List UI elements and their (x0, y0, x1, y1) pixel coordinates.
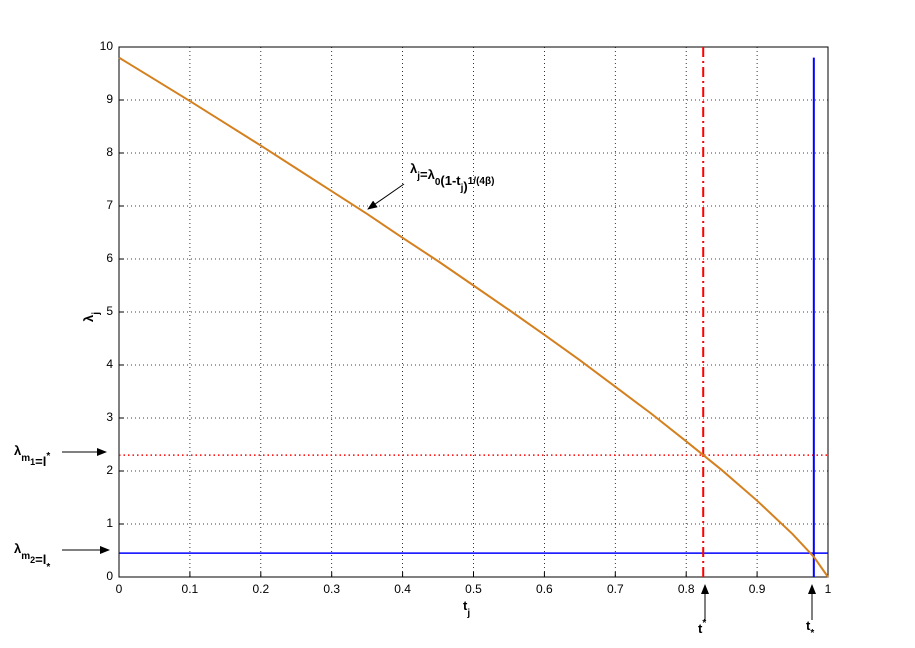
x-tick-label: 0.2 (252, 582, 269, 596)
x-tick-label: 0.8 (678, 582, 695, 596)
subscript: j (91, 312, 102, 316)
label-text: λ (81, 314, 96, 322)
label-text: λ (410, 161, 418, 176)
subscript: m (21, 551, 30, 562)
y-tick-label: 0 (106, 569, 113, 583)
label: t* (698, 618, 706, 637)
label-text: λ (14, 443, 22, 458)
y-tick-label: 6 (106, 251, 113, 265)
label: λj=λ0(1-tj)1/(4β) (410, 161, 494, 194)
subscript: 2 (30, 555, 35, 565)
superscript: * (46, 451, 50, 462)
label: tj (463, 598, 470, 618)
label: λm1=l* (14, 443, 50, 469)
data-line (118, 56, 829, 578)
subscript: 1 (30, 457, 35, 467)
label-text: =l (35, 454, 46, 469)
x-tick-label: 0.5 (465, 582, 482, 596)
x-tick-label: 0.3 (323, 582, 340, 596)
arrow (367, 183, 405, 210)
label-text: ) (463, 179, 467, 194)
x-tick-label: 0.4 (394, 582, 411, 596)
subscript: * (810, 628, 814, 639)
label-text: t (806, 618, 811, 633)
subscript: * (46, 562, 50, 573)
label-text: t (698, 621, 703, 636)
y-tick-label: 8 (106, 145, 113, 159)
superscript: * (702, 618, 706, 629)
y-tick-label: 2 (106, 463, 113, 477)
superscript: 1/(4β) (468, 176, 495, 187)
x-tick-label: 1 (825, 582, 832, 596)
subscript: 0 (435, 177, 441, 188)
y-tick-label: 9 (106, 92, 113, 106)
subscript: j (460, 183, 464, 194)
label-text: =l (35, 552, 46, 567)
y-tick-label: 10 (100, 39, 114, 53)
x-tick-label: 0.7 (607, 582, 624, 596)
y-tick-label: 7 (106, 198, 113, 212)
y-tick-label: 4 (106, 357, 113, 371)
x-tick-label: 0.6 (536, 582, 553, 596)
x-tick-label: 0.9 (749, 582, 766, 596)
subscript: j (416, 171, 420, 182)
plot-frame (118, 46, 829, 578)
y-tick-label: 5 (106, 304, 113, 318)
label-text: λ (14, 541, 22, 556)
label: λj (81, 312, 101, 322)
y-tick-label: 3 (106, 410, 113, 424)
x-tick-label: 0.1 (182, 582, 199, 596)
subscript: j (466, 608, 470, 619)
label: t* (806, 618, 814, 638)
label-text: (1-t (440, 173, 461, 188)
x-tick-label: 0 (116, 582, 123, 596)
subscript: m (21, 453, 30, 464)
y-tick-label: 1 (106, 516, 113, 530)
label: λm2=l* (14, 541, 50, 572)
label-text: =λ (420, 167, 436, 182)
label-text: t (463, 598, 468, 613)
